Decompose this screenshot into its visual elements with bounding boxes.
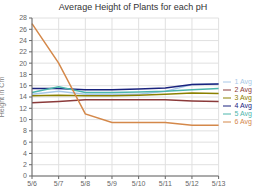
svg-text:5/7: 5/7 [54,180,64,187]
svg-text:0: 0 [23,172,27,179]
svg-text:2: 2 [23,161,27,168]
svg-text:5/9: 5/9 [107,180,117,187]
svg-text:5/13: 5/13 [212,180,226,187]
svg-text:5/12: 5/12 [185,180,199,187]
svg-text:26: 26 [19,26,27,33]
html-text:5 Avg: 5 Avg [234,110,252,118]
html-text:1 Avg: 1 Avg [234,77,252,85]
html-text:6 Avg: 6 Avg [234,118,252,126]
html-text:Average Height of Plants for e: Average Height of Plants for each pH [58,2,208,12]
svg-text:5/10: 5/10 [132,180,146,187]
svg-text:22: 22 [19,48,27,55]
html-text:2 Avg: 2 Avg [234,85,252,93]
svg-text:24: 24 [19,37,27,44]
html-text:4 Avg: 4 Avg [234,102,252,109]
svg-text:28: 28 [19,14,27,21]
svg-text:Height in Cm: Height in Cm [0,77,6,118]
svg-text:8: 8 [23,127,27,134]
svg-text:5/11: 5/11 [159,180,172,187]
svg-text:18: 18 [19,71,27,78]
html-text:3 Avg: 3 Avg [234,93,252,101]
svg-text:14: 14 [19,93,27,100]
svg-text:10: 10 [19,116,27,123]
svg-text:5/8: 5/8 [80,180,90,187]
svg-text:20: 20 [19,60,27,67]
svg-text:4: 4 [23,150,27,157]
svg-text:6: 6 [23,139,27,146]
svg-text:16: 16 [19,82,27,89]
svg-text:12: 12 [19,105,27,112]
svg-text:5/6: 5/6 [27,180,37,187]
